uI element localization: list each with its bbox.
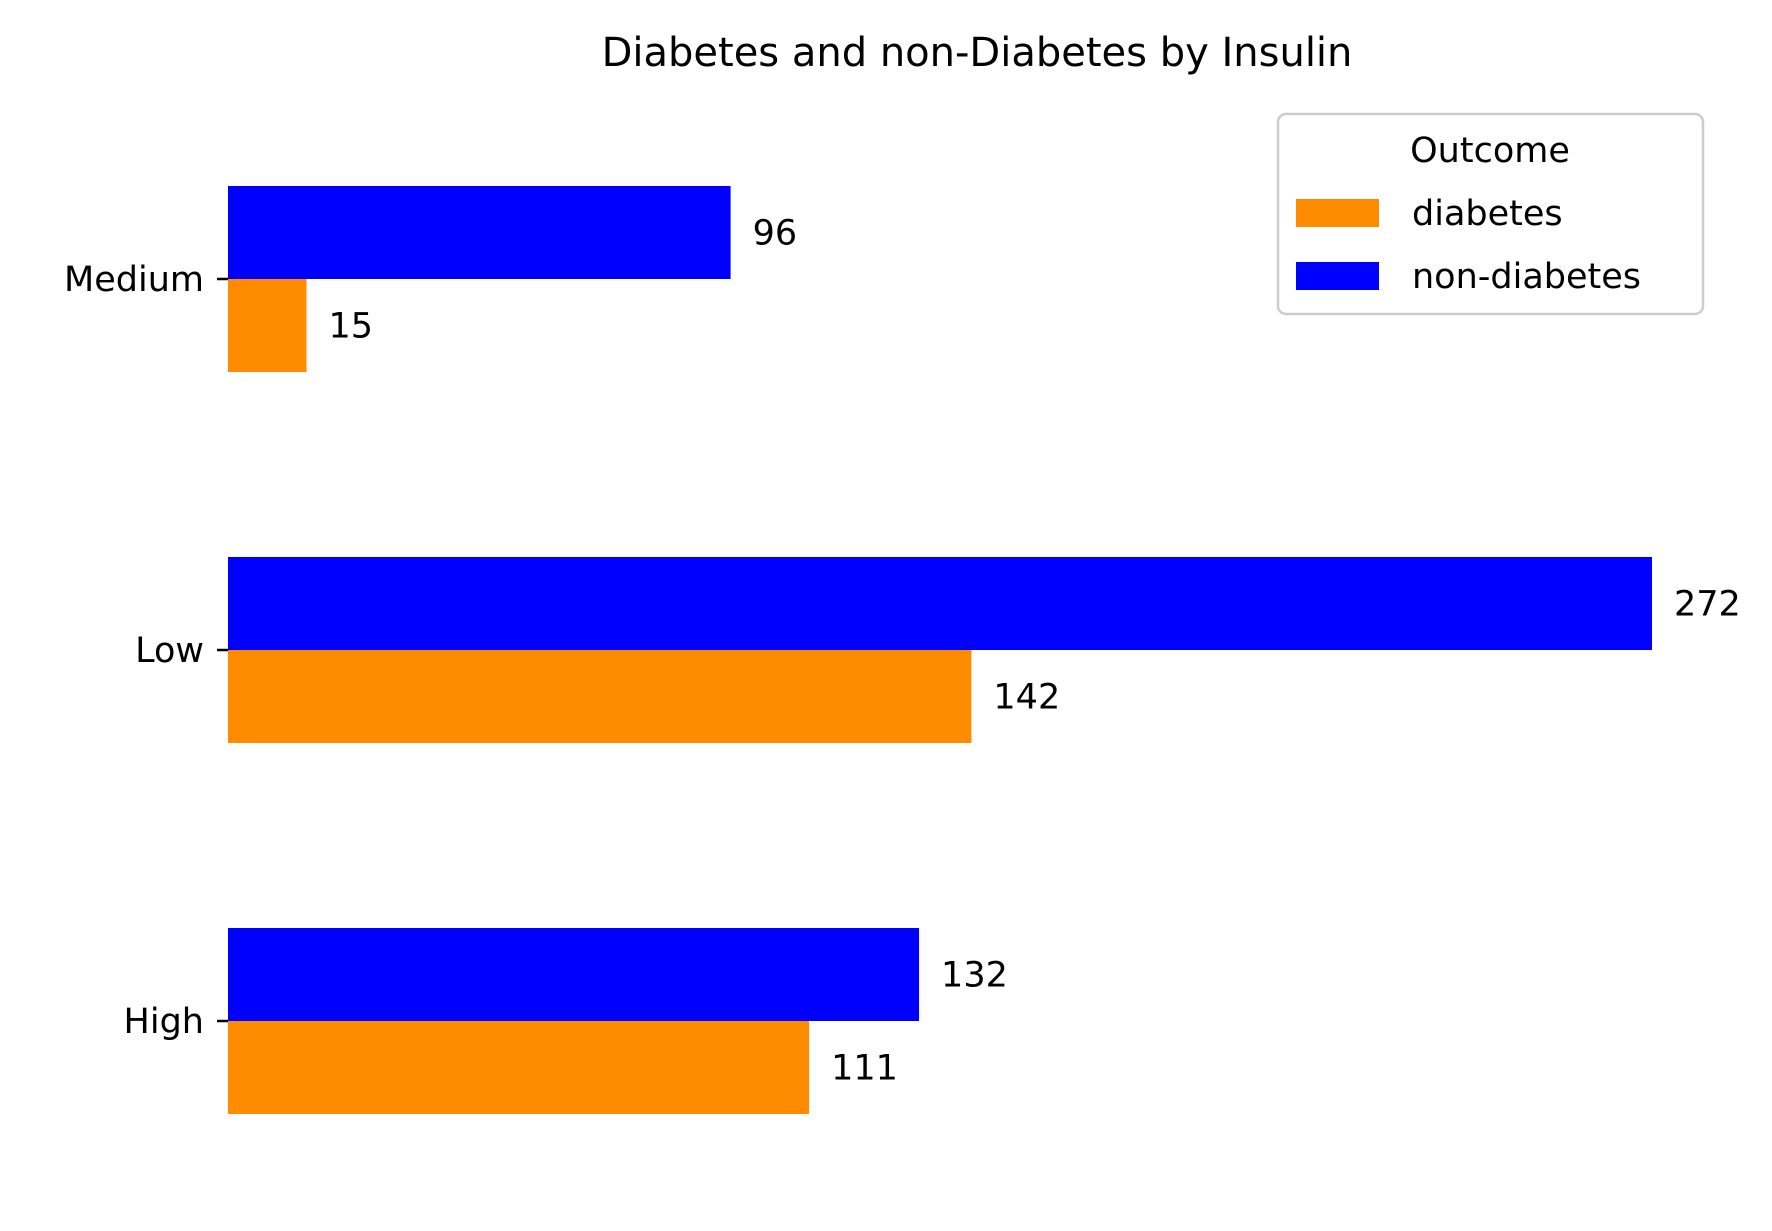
y-tick-label: Low: [135, 631, 204, 671]
bar-diabetes-low: [228, 650, 972, 743]
legend: Outcome diabetes non-diabetes: [1276, 112, 1705, 316]
bar-diabetes-medium: [228, 279, 307, 372]
data-label: 15: [329, 307, 374, 347]
bars-layer: [228, 186, 1652, 1114]
chart-title: Diabetes and non-Diabetes by Insulin: [602, 30, 1353, 76]
legend-frame: [1276, 112, 1705, 316]
data-labels: 96 15 272 142 132 111: [329, 214, 1741, 1089]
data-label: 272: [1674, 585, 1741, 625]
data-label: 96: [753, 214, 798, 254]
data-label: 111: [831, 1049, 898, 1089]
legend-title: Outcome: [1410, 131, 1570, 171]
data-label: 142: [993, 678, 1060, 718]
bar-diabetes-high: [228, 1021, 810, 1114]
y-tick-label: High: [124, 1002, 204, 1042]
bar-non-diabetes-low: [228, 557, 1652, 650]
legend-label-non-diabetes: non-diabetes: [1412, 257, 1641, 297]
legend-entries: diabetes non-diabetes: [1296, 194, 1641, 297]
y-tick-label: Medium: [64, 260, 204, 300]
legend-label-diabetes: diabetes: [1412, 194, 1563, 234]
data-label: 132: [941, 956, 1008, 996]
y-axis: Medium Low High: [64, 260, 228, 1042]
bar-non-diabetes-high: [228, 928, 920, 1021]
legend-swatch-diabetes: [1296, 199, 1379, 227]
bar-non-diabetes-medium: [228, 186, 731, 279]
legend-swatch-non-diabetes: [1296, 262, 1379, 290]
